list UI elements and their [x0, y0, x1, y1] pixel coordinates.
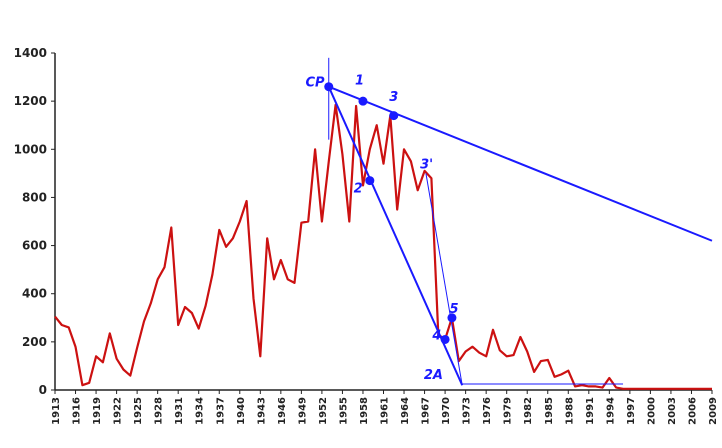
x-tick-label: 1916	[72, 397, 83, 425]
x-tick-label: 1943	[256, 397, 267, 425]
x-tick-label: 1976	[482, 397, 493, 425]
annotation-label: 1	[355, 73, 364, 88]
x-tick-label: 1964	[400, 397, 411, 425]
x-tick-label: 1922	[113, 397, 124, 425]
x-tick-label: 1946	[277, 397, 288, 425]
x-tick-label: 1973	[462, 397, 473, 425]
annotation-label: 5	[449, 302, 458, 317]
annotation-point	[324, 82, 334, 92]
annotation-point	[365, 176, 375, 186]
annotation-label: 2A	[424, 368, 443, 383]
x-axis-ticks: 1913 1916 1919 1922 1925 1928 1931 1934 1937 1940…	[51, 390, 719, 425]
x-tick-label: 1988	[564, 397, 575, 425]
annotation-label: 3'	[420, 158, 433, 173]
x-tick-label: 1991	[585, 397, 596, 425]
y-tick-label: 1200	[14, 94, 47, 108]
trendline	[425, 173, 463, 386]
annotation-point	[358, 96, 368, 106]
x-tick-label: 1961	[380, 397, 391, 425]
x-tick-label: 1919	[92, 397, 103, 425]
x-tick-label: 2009	[708, 397, 719, 425]
y-axis-ticks: 0 200 400 600 800 1000 1200 1400	[14, 46, 55, 397]
annotation-label: CP	[306, 76, 326, 91]
x-tick-label: 1928	[154, 397, 165, 425]
x-tick-label: 1994	[605, 397, 616, 425]
x-tick-label: 1985	[544, 397, 555, 425]
x-tick-label: 1958	[359, 397, 370, 425]
x-tick-label: 1940	[236, 397, 247, 425]
x-tick-label: 2006	[687, 397, 698, 425]
annotations-group: CP 1 2 3 3' 45 2A	[306, 57, 713, 386]
x-tick-label: 2003	[667, 397, 678, 425]
x-tick-label: 1925	[133, 397, 144, 425]
x-tick-label: 1934	[195, 397, 206, 425]
x-tick-label: 1997	[626, 397, 637, 425]
x-tick-label: 1982	[523, 397, 534, 425]
series-group	[54, 103, 712, 390]
y-tick-label: 1400	[14, 46, 47, 60]
x-tick-label: 1931	[174, 397, 185, 425]
annotation-point	[440, 334, 450, 344]
x-tick-label: 1967	[421, 397, 432, 425]
y-tick-label: 1000	[14, 142, 47, 156]
annotation-label: 4	[431, 328, 441, 343]
x-tick-label: 1979	[503, 397, 514, 425]
y-tick-label: 400	[22, 287, 47, 301]
annotation-point	[447, 313, 457, 323]
x-tick-label: 1952	[318, 397, 329, 425]
x-tick-label: 1949	[297, 397, 308, 425]
annotation-point	[389, 111, 399, 121]
y-tick-label: 0	[39, 383, 47, 397]
x-tick-label: 1970	[441, 397, 452, 425]
y-tick-label: 800	[22, 190, 47, 204]
x-tick-label: 1955	[338, 397, 349, 425]
annotation-label: 2	[354, 182, 363, 197]
y-tick-label: 200	[22, 335, 47, 349]
y-tick-label: 600	[22, 239, 47, 253]
axes	[54, 53, 712, 391]
trendline	[327, 86, 464, 386]
annotation-label: 3	[389, 90, 398, 105]
series-line	[54, 103, 712, 390]
x-tick-label: 1913	[51, 397, 62, 425]
x-tick-label: 2000	[646, 397, 657, 425]
x-tick-label: 1937	[215, 397, 226, 425]
